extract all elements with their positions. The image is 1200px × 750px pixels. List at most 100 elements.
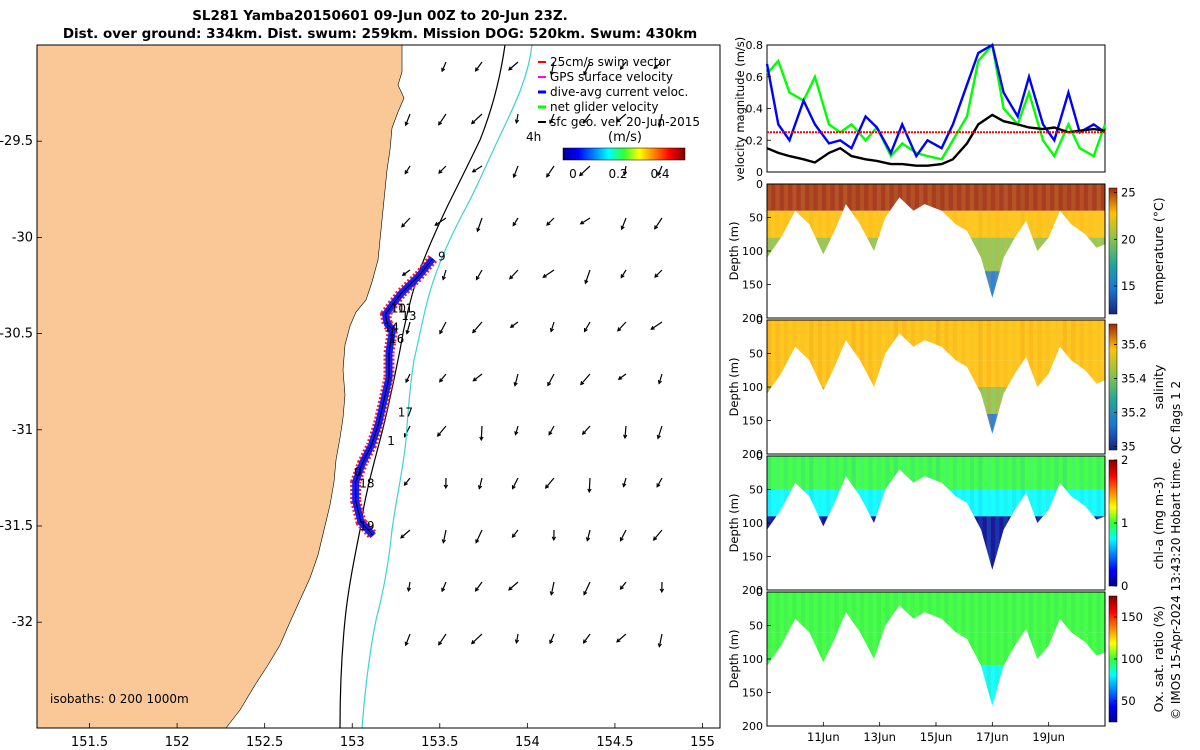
section-ylabel: Depth (m): [727, 630, 741, 689]
geo-vel-arrow: [406, 321, 411, 334]
time-axis-labels: 11Jun 13Jun 15Jun 17Jun 19Jun: [807, 722, 1065, 744]
geo-vel-arrowhead: [617, 375, 623, 380]
geo-vel-arrow: [654, 217, 663, 230]
geo-vel-arrowhead: [622, 171, 628, 176]
geo-vel-arrowhead: [404, 641, 409, 647]
section-ytick-label: 150: [742, 687, 763, 700]
velocity-series-line: [766, 42, 1107, 161]
time-tick-label: 13Jun: [863, 730, 896, 744]
colorbar-label: chl-a (mg m-3): [1151, 477, 1166, 570]
geo-vel-arrowhead: [441, 587, 446, 593]
geo-vel-arrow: [650, 321, 663, 330]
time-tick-label: 15Jun: [920, 730, 953, 744]
geo-vel-arrow: [515, 633, 519, 643]
map-ytick-label: -30: [12, 230, 33, 245]
geo-vel-arrow: [471, 633, 483, 644]
map-xtick-label: 152.5: [246, 735, 283, 750]
geo-vel-arrowhead: [617, 327, 622, 332]
geo-vel-arrow: [658, 633, 663, 647]
geo-vel-arrowhead: [656, 434, 661, 440]
geo-vel-arrow: [657, 425, 663, 439]
section-ytick-label: 50: [749, 620, 763, 633]
geo-vel-arrow: [514, 373, 519, 386]
geo-vel-arrow: [616, 633, 627, 643]
geo-vel-arrowhead: [400, 534, 405, 539]
geo-vel-arrow: [514, 425, 519, 435]
geo-vel-arrow: [475, 269, 483, 280]
geo-vel-arrow: [550, 321, 555, 332]
geo-vel-arrow: [656, 477, 663, 488]
geo-vel-arrowhead: [578, 172, 584, 177]
geo-vel-arrow: [404, 165, 411, 174]
geo-vel-arrowhead: [546, 173, 551, 178]
velocity-colorbar: [562, 147, 686, 161]
section-ytick-label: 150: [742, 415, 763, 428]
geo-vel-arrowhead: [401, 223, 406, 228]
geo-vel-arrow: [546, 165, 555, 178]
time-tick-label: 19Jun: [1032, 730, 1065, 744]
geo-vel-arrow: [586, 529, 591, 541]
map-ytick-label: -30.5: [0, 327, 33, 342]
legend-geo-vel: sfc geo. vel. 20-Jun-2015: [550, 115, 700, 129]
geo-vel-arrow: [405, 373, 411, 383]
map-xtick-label: 154: [515, 735, 540, 750]
section-ytick-label: 0: [756, 586, 763, 599]
geo-vel-arrowhead: [579, 220, 585, 225]
geo-vel-arrowhead: [616, 638, 621, 643]
velocity-ytick-label: 0.8: [746, 39, 764, 52]
geo-vel-arrow: [472, 321, 483, 333]
section-ytick-label: 200: [742, 448, 763, 461]
geo-vel-arrowhead: [404, 121, 409, 127]
section-ytick-label: 100: [742, 517, 763, 530]
chart-title-line-2: Dist. over ground: 334km. Dist. swum: 25…: [62, 26, 698, 42]
geo-vel-arrow: [402, 269, 411, 276]
section-ytick-label: 100: [742, 381, 763, 394]
colorbar-tick-label: 0: [1121, 579, 1128, 593]
day-label: 19: [359, 519, 374, 533]
colorbar-tick-label: 50: [1121, 694, 1136, 708]
colorbar-tick-label: 100: [1121, 652, 1143, 666]
geo-vel-arrow: [618, 373, 627, 380]
section-ytick-label: 150: [742, 279, 763, 292]
geo-vel-arrow: [478, 477, 483, 489]
velocity-series-line: [765, 43, 1106, 159]
colorbar-tick-label: 1: [1121, 516, 1128, 530]
geo-vel-arrow: [471, 113, 483, 124]
geo-vel-arrow: [588, 477, 591, 493]
colorbar-label: Ox. sat. ratio (%): [1151, 606, 1166, 713]
imos-timestamp: © IMOS 15-Apr-2024 13:43:20 Hobart time.…: [1169, 380, 1183, 720]
geo-vel-arrow: [550, 581, 555, 595]
geo-vel-arrow: [549, 113, 555, 124]
velocity-series: [765, 42, 1107, 167]
geo-vel-arrowhead: [512, 222, 517, 227]
section-ytick-label: 0: [756, 450, 763, 463]
chart-title-line-1: SL281 Yamba20150601 09-Jun 00Z to 20-Jun…: [192, 8, 568, 24]
geo-vel-arrow: [582, 425, 591, 435]
day-label: 18: [359, 477, 374, 491]
section-ytick-label: 0: [756, 314, 763, 327]
section-panel: 0 50 100 150 200 Depth (m) 35 35.2 35.4 35.6 salin…: [727, 314, 1166, 461]
geo-vel-arrowhead: [508, 586, 513, 591]
map-axis-labels: 151.5 152 152.5 153 153.5 154 154.5 155 -29.5 -30…: [0, 134, 715, 750]
geo-vel-arrowhead: [583, 591, 588, 596]
day-label: 10: [391, 301, 406, 315]
geo-vel-arrowhead: [657, 643, 662, 648]
legend-gps-velocity: GPS surface velocity: [550, 70, 673, 84]
section-ytick-label: 50: [749, 484, 763, 497]
section-colorbar: [1108, 187, 1118, 315]
legend-net-glider: net glider velocity: [550, 100, 658, 114]
map-xtick-label: 153.5: [421, 735, 458, 750]
geo-vel-arrow: [622, 477, 627, 487]
geo-vel-arrowhead: [441, 67, 446, 73]
geo-vel-arrow: [512, 477, 519, 489]
velocity-ylabel: velocity magnitude (m/s): [733, 37, 747, 182]
velocity-ytick-label: 0.6: [746, 71, 764, 84]
section-colorbar: [1108, 323, 1118, 451]
geo-vel-arrowhead: [544, 484, 550, 489]
geo-vel-arrowhead: [470, 640, 476, 645]
label-4h: 4h: [526, 130, 541, 144]
colorbar-tick-label: 2: [1121, 453, 1128, 467]
dive-avg-current-track: [352, 256, 436, 538]
geo-vel-arrow: [442, 269, 447, 280]
